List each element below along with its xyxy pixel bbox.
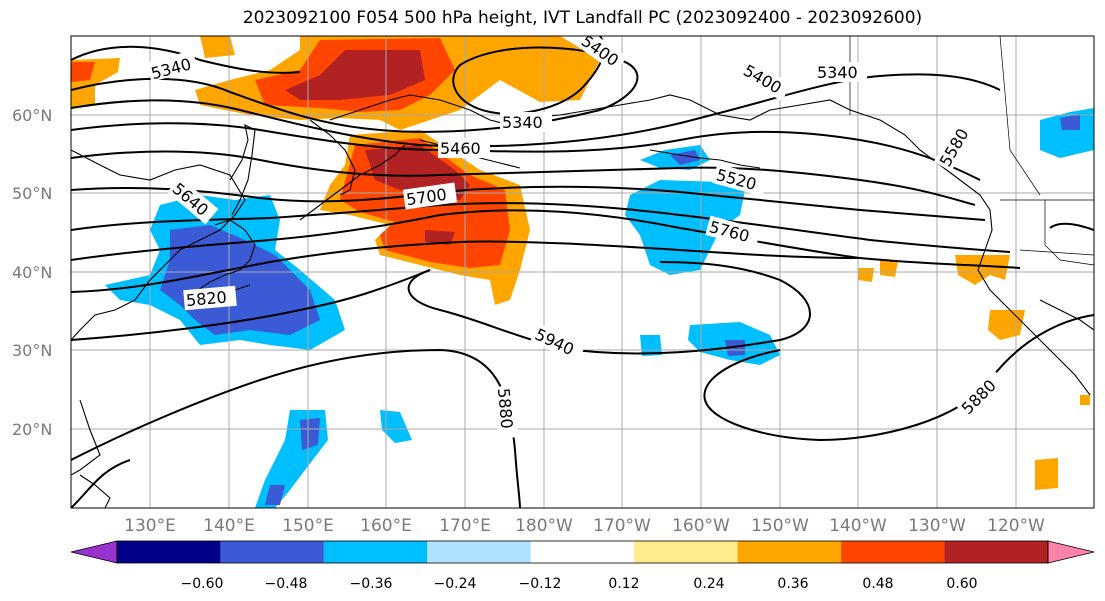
colorbar-ticks: −0.60 −0.48 −0.36 −0.24 −0.12 0.12 0.24 … [181, 576, 978, 592]
lon-label: 150°E [282, 516, 334, 536]
map-title: 2023092100 F054 500 hPa height, IVT Land… [242, 8, 923, 28]
lon-label: 120°W [987, 516, 1045, 536]
colorbar-extend-low [70, 540, 118, 564]
lat-label-40n: 40°N [12, 263, 52, 282]
colorbar-segment [841, 541, 945, 563]
colorbar-segment [220, 541, 324, 563]
lat-label-20n: 20°N [12, 420, 52, 439]
longitude-labels: 130°E 140°E 150°E 160°E 170°E 180°W 170°… [124, 516, 1045, 536]
lat-label-60n: 60°N [12, 106, 52, 125]
lon-label: 170°E [439, 516, 491, 536]
colorbar-segment [427, 541, 531, 563]
colorbar-tick-label: 0.24 [693, 576, 724, 592]
lon-label: 160°W [672, 516, 730, 536]
colorbar-segment [634, 541, 738, 563]
lon-label: 140°W [829, 516, 887, 536]
colorbar-segments [70, 540, 1095, 564]
colorbar-tick-label: 0.60 [946, 576, 977, 592]
height-contours [71, 36, 1094, 508]
colorbar-tick-label: 0.48 [862, 576, 893, 592]
colorbar-tick-label: 0.12 [608, 576, 639, 592]
colorbar-tick-label: −0.60 [181, 576, 224, 592]
lon-label: 170°W [593, 516, 651, 536]
latitude-labels: 60°N 50°N 40°N 30°N 20°N [12, 106, 52, 439]
colorbar-segment [737, 541, 842, 563]
map-gridlines [71, 36, 1094, 508]
colorbar-outline [116, 540, 1049, 564]
contour-label: 5820 [185, 288, 227, 310]
lon-label: 140°E [203, 516, 255, 536]
contour-label: 5340 [817, 63, 858, 82]
contour-label: 5460 [440, 139, 481, 158]
lon-label: 130°E [124, 516, 176, 536]
political-borders [849, 36, 1094, 266]
contour-label: 5340 [502, 113, 543, 132]
colorbar-segment [530, 541, 635, 563]
colorbar-segment [117, 541, 221, 563]
colorbar-tick-label: −0.48 [265, 576, 308, 592]
colorbar: −0.60 −0.48 −0.36 −0.24 −0.12 0.12 0.24 … [70, 540, 1095, 592]
colorbar-tick-label: −0.36 [350, 576, 393, 592]
lon-label: 180°W [515, 516, 573, 536]
colorbar-segment [944, 541, 1048, 563]
lon-label: 150°W [751, 516, 809, 536]
map-frame [70, 35, 1095, 509]
colorbar-tick-label: −0.24 [434, 576, 477, 592]
lat-label-50n: 50°N [12, 184, 52, 203]
lat-label-30n: 30°N [12, 341, 52, 360]
colorbar-tick-label: 0.36 [777, 576, 808, 592]
colorbar-tick-label: −0.12 [519, 576, 562, 592]
colorbar-extend-high [1047, 540, 1095, 564]
lon-label: 160°E [360, 516, 412, 536]
colorbar-segment [323, 541, 428, 563]
lon-label: 130°W [908, 516, 966, 536]
contour-label: 5880 [494, 387, 516, 429]
